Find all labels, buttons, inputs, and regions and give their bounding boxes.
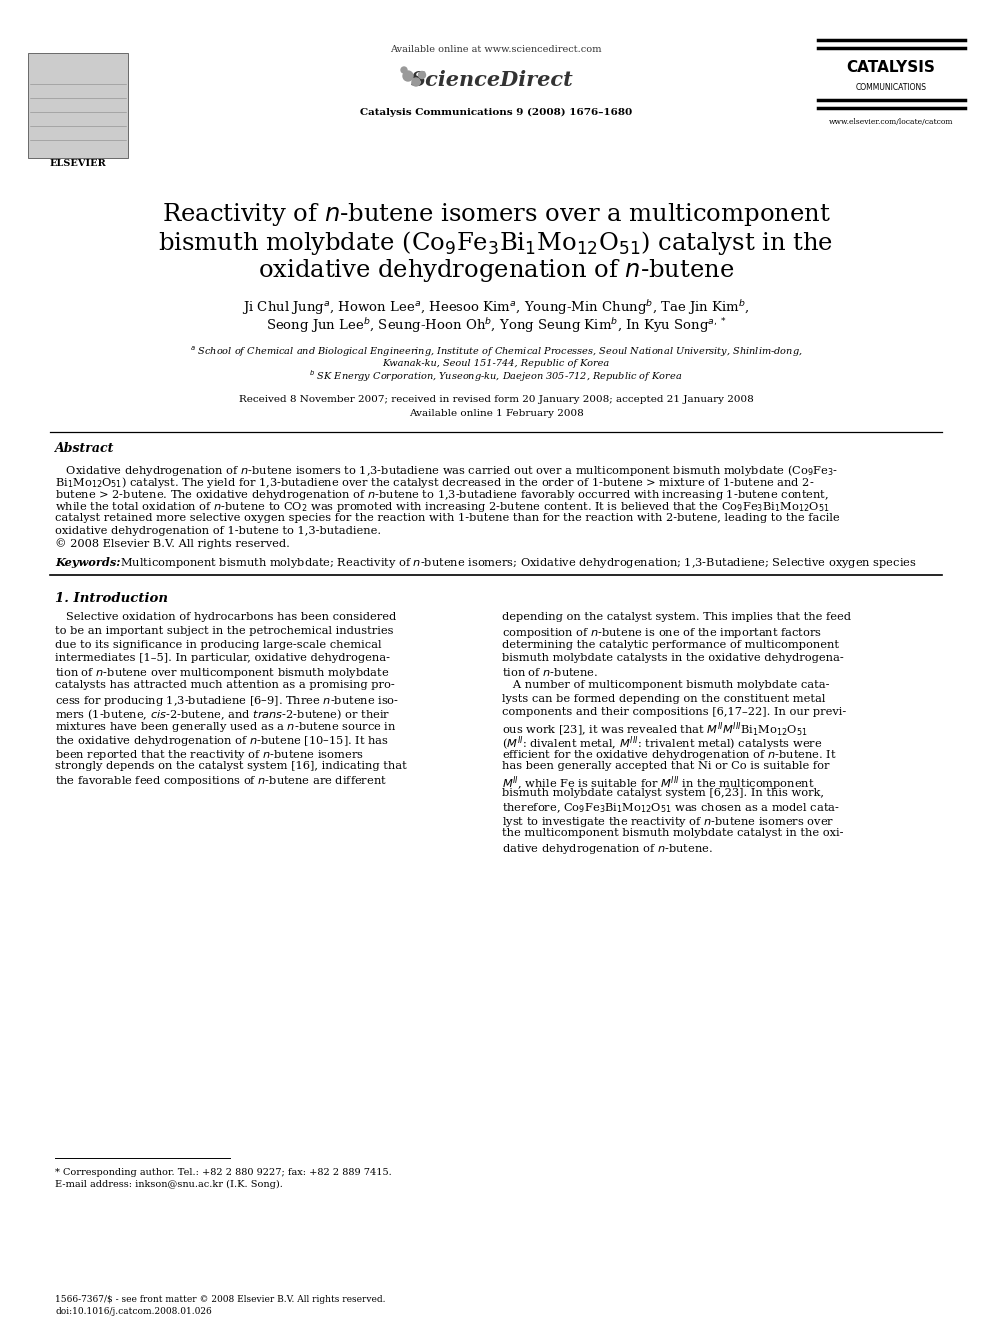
- Text: dative dehydrogenation of $n$-butene.: dative dehydrogenation of $n$-butene.: [502, 841, 713, 856]
- Text: Abstract: Abstract: [55, 442, 114, 455]
- Text: to be an important subject in the petrochemical industries: to be an important subject in the petroc…: [55, 626, 394, 636]
- Text: Multicomponent bismuth molybdate; Reactivity of $n$-butene isomers; Oxidative de: Multicomponent bismuth molybdate; Reacti…: [113, 557, 917, 570]
- Text: been reported that the reactivity of $n$-butene isomers: been reported that the reactivity of $n$…: [55, 747, 364, 762]
- Text: butene > 2-butene. The oxidative dehydrogenation of $n$-butene to 1,3-butadiene : butene > 2-butene. The oxidative dehydro…: [55, 488, 829, 501]
- Text: tion of $n$-butene over multicomponent bismuth molybdate: tion of $n$-butene over multicomponent b…: [55, 667, 389, 680]
- Text: $^{b}$ SK Energy Corporation, Yuseong-ku, Daejeon 305-712, Republic of Korea: $^{b}$ SK Energy Corporation, Yuseong-ku…: [310, 368, 682, 384]
- Text: composition of $n$-butene is one of the important factors: composition of $n$-butene is one of the …: [502, 626, 821, 640]
- Text: oxidative dehydrogenation of $n$-butene: oxidative dehydrogenation of $n$-butene: [258, 258, 734, 284]
- Circle shape: [419, 71, 426, 78]
- Text: E-mail address: inkson@snu.ac.kr (I.K. Song).: E-mail address: inkson@snu.ac.kr (I.K. S…: [55, 1180, 283, 1189]
- Text: ous work [23], it was revealed that $M^{II}M^{III}$Bi$_1$Mo$_{12}$O$_{51}$: ous work [23], it was revealed that $M^{…: [502, 721, 807, 738]
- Text: mers (1-butene, $cis$-2-butene, and $trans$-2-butene) or their: mers (1-butene, $cis$-2-butene, and $tra…: [55, 706, 391, 721]
- Text: ELSEVIER: ELSEVIER: [50, 159, 106, 168]
- Text: depending on the catalyst system. This implies that the feed: depending on the catalyst system. This i…: [502, 613, 851, 623]
- Text: components and their compositions [6,17–22]. In our previ-: components and their compositions [6,17–…: [502, 706, 846, 717]
- Text: the favorable feed compositions of $n$-butene are different: the favorable feed compositions of $n$-b…: [55, 774, 387, 789]
- Text: Reactivity of $n$-butene isomers over a multicomponent: Reactivity of $n$-butene isomers over a …: [162, 201, 830, 229]
- Text: bismuth molybdate (Co$_9$Fe$_3$Bi$_1$Mo$_{12}$O$_{51}$) catalyst in the: bismuth molybdate (Co$_9$Fe$_3$Bi$_1$Mo$…: [159, 229, 833, 257]
- Text: due to its significance in producing large-scale chemical: due to its significance in producing lar…: [55, 639, 382, 650]
- Text: therefore, Co$_9$Fe$_3$Bi$_1$Mo$_{12}$O$_{51}$ was chosen as a model cata-: therefore, Co$_9$Fe$_3$Bi$_1$Mo$_{12}$O$…: [502, 802, 840, 815]
- Text: ScienceDirect: ScienceDirect: [411, 70, 573, 90]
- Text: 1. Introduction: 1. Introduction: [55, 593, 168, 606]
- Text: Catalysis Communications 9 (2008) 1676–1680: Catalysis Communications 9 (2008) 1676–1…: [360, 107, 632, 116]
- Text: Bi$_1$Mo$_{12}$O$_{51}$) catalyst. The yield for 1,3-butadiene over the catalyst: Bi$_1$Mo$_{12}$O$_{51}$) catalyst. The y…: [55, 475, 814, 491]
- Text: ($M^{II}$: divalent metal, $M^{III}$: trivalent metal) catalysts were: ($M^{II}$: divalent metal, $M^{III}$: tr…: [502, 734, 822, 753]
- Text: Selective oxidation of hydrocarbons has been considered: Selective oxidation of hydrocarbons has …: [55, 613, 396, 623]
- Text: while the total oxidation of $n$-butene to CO$_2$ was promoted with increasing 2: while the total oxidation of $n$-butene …: [55, 500, 829, 515]
- Text: lysts can be formed depending on the constituent metal: lysts can be formed depending on the con…: [502, 693, 825, 704]
- Text: COMMUNICATIONS: COMMUNICATIONS: [855, 83, 927, 93]
- Text: intermediates [1–5]. In particular, oxidative dehydrogena-: intermediates [1–5]. In particular, oxid…: [55, 654, 390, 663]
- Text: CATALYSIS: CATALYSIS: [846, 61, 935, 75]
- Bar: [28, 53, 128, 157]
- Text: catalyst retained more selective oxygen species for the reaction with 1-butene t: catalyst retained more selective oxygen …: [55, 513, 839, 523]
- Text: www.elsevier.com/locate/catcom: www.elsevier.com/locate/catcom: [828, 118, 953, 126]
- Text: has been generally accepted that Ni or Co is suitable for: has been generally accepted that Ni or C…: [502, 761, 829, 771]
- Text: 1566-7367/$ - see front matter © 2008 Elsevier B.V. All rights reserved.: 1566-7367/$ - see front matter © 2008 El…: [55, 1295, 386, 1304]
- Text: strongly depends on the catalyst system [16], indicating that: strongly depends on the catalyst system …: [55, 761, 407, 771]
- Text: $M^{II}$, while Fe is suitable for $M^{III}$ in the multicomponent: $M^{II}$, while Fe is suitable for $M^{I…: [502, 774, 814, 792]
- Text: catalysts has attracted much attention as a promising pro-: catalysts has attracted much attention a…: [55, 680, 395, 691]
- Text: bismuth molybdate catalyst system [6,23]. In this work,: bismuth molybdate catalyst system [6,23]…: [502, 789, 824, 798]
- Circle shape: [403, 71, 413, 81]
- Text: Kwanak-ku, Seoul 151-744, Republic of Korea: Kwanak-ku, Seoul 151-744, Republic of Ko…: [382, 360, 610, 369]
- Text: * Corresponding author. Tel.: +82 2 880 9227; fax: +82 2 889 7415.: * Corresponding author. Tel.: +82 2 880 …: [55, 1168, 392, 1177]
- Text: $^{a}$ School of Chemical and Biological Engineering, Institute of Chemical Proc: $^{a}$ School of Chemical and Biological…: [189, 345, 803, 360]
- Circle shape: [412, 78, 420, 86]
- Text: Ji Chul Jung$^{a}$, Howon Lee$^{a}$, Heesoo Kim$^{a}$, Young-Min Chung$^{b}$, Ta: Ji Chul Jung$^{a}$, Howon Lee$^{a}$, Hee…: [242, 299, 750, 318]
- Text: mixtures have been generally used as a $n$-butene source in: mixtures have been generally used as a $…: [55, 721, 397, 734]
- Text: the multicomponent bismuth molybdate catalyst in the oxi-: the multicomponent bismuth molybdate cat…: [502, 828, 843, 839]
- Text: © 2008 Elsevier B.V. All rights reserved.: © 2008 Elsevier B.V. All rights reserved…: [55, 538, 290, 549]
- Text: tion of $n$-butene.: tion of $n$-butene.: [502, 667, 598, 679]
- Text: doi:10.1016/j.catcom.2008.01.026: doi:10.1016/j.catcom.2008.01.026: [55, 1307, 211, 1316]
- Text: Available online at www.sciencedirect.com: Available online at www.sciencedirect.co…: [390, 45, 602, 54]
- Text: oxidative dehydrogenation of 1-butene to 1,3-butadiene.: oxidative dehydrogenation of 1-butene to…: [55, 525, 381, 536]
- Text: bismuth molybdate catalysts in the oxidative dehydrogena-: bismuth molybdate catalysts in the oxida…: [502, 654, 844, 663]
- Circle shape: [401, 67, 407, 73]
- Text: Seong Jun Lee$^{b}$, Seung-Hoon Oh$^{b}$, Yong Seung Kim$^{b}$, In Kyu Song$^{a,: Seong Jun Lee$^{b}$, Seung-Hoon Oh$^{b}$…: [266, 316, 726, 336]
- Text: Keywords:: Keywords:: [55, 557, 120, 568]
- Text: cess for producing 1,3-butadiene [6–9]. Three $n$-butene iso-: cess for producing 1,3-butadiene [6–9]. …: [55, 693, 399, 708]
- Text: Received 8 November 2007; received in revised form 20 January 2008; accepted 21 : Received 8 November 2007; received in re…: [239, 396, 753, 405]
- Text: determining the catalytic performance of multicomponent: determining the catalytic performance of…: [502, 639, 839, 650]
- Text: A number of multicomponent bismuth molybdate cata-: A number of multicomponent bismuth molyb…: [502, 680, 829, 691]
- Text: the oxidative dehydrogenation of $n$-butene [10–15]. It has: the oxidative dehydrogenation of $n$-but…: [55, 734, 389, 747]
- Text: lyst to investigate the reactivity of $n$-butene isomers over: lyst to investigate the reactivity of $n…: [502, 815, 834, 830]
- Text: Available online 1 February 2008: Available online 1 February 2008: [409, 409, 583, 418]
- Text: Oxidative dehydrogenation of $n$-butene isomers to 1,3-butadiene was carried out: Oxidative dehydrogenation of $n$-butene …: [55, 463, 838, 478]
- Text: efficient for the oxidative dehydrogenation of $n$-butene. It: efficient for the oxidative dehydrogenat…: [502, 747, 836, 762]
